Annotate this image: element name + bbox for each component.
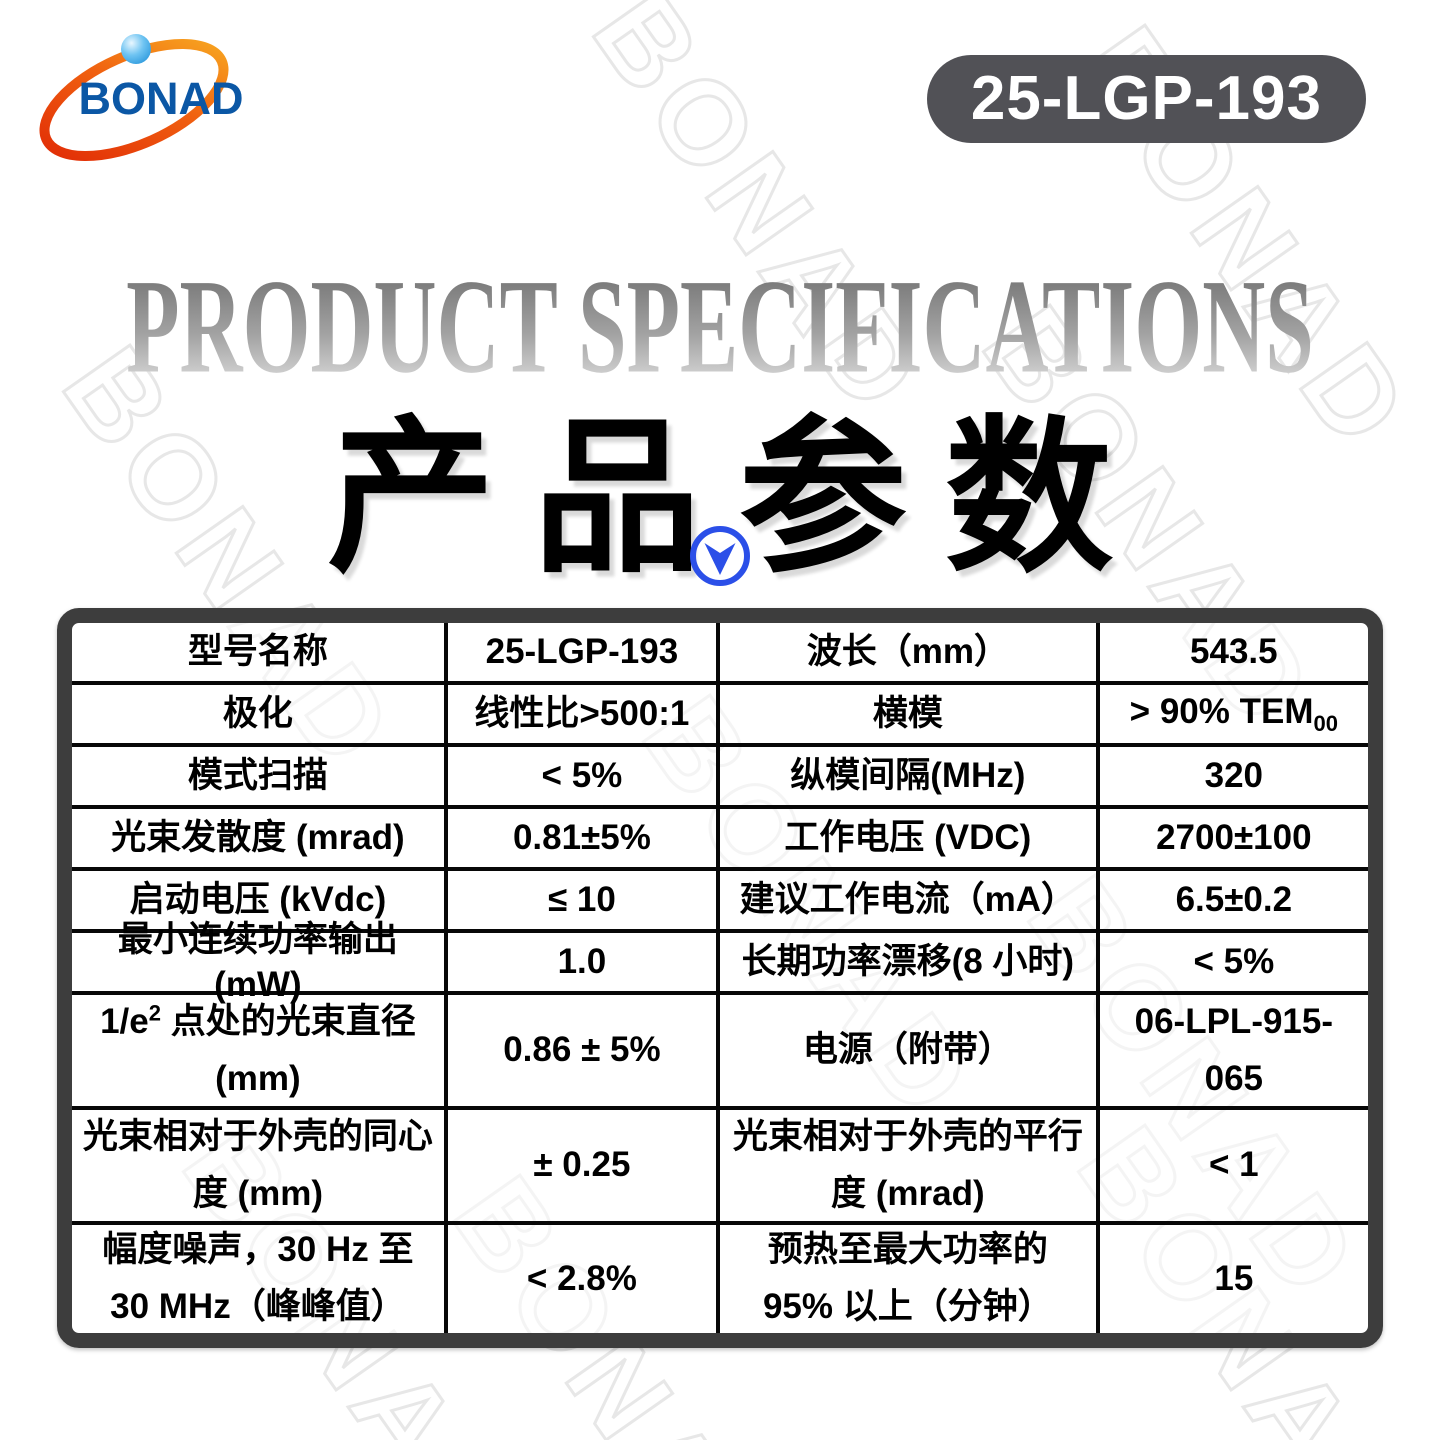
spec-label: 最小连续功率输出(mW) — [72, 920, 448, 1004]
spec-value: 0.86 ± 5% — [447, 995, 720, 1110]
spec-label: 波长（mm） — [719, 623, 1100, 685]
spec-label: 模式扫描 — [72, 747, 448, 809]
spec-label: 启动电压 (kVdc) — [72, 871, 448, 933]
spec-value: 06-LPL-915-065 — [1099, 995, 1368, 1110]
spec-value: < 5% — [1099, 933, 1368, 995]
e-squared-superscript: 2 — [148, 1000, 161, 1026]
table-row: 光束发散度 (mrad) 0.81±5% 工作电压 (VDC) 2700±100 — [72, 809, 1368, 871]
spec-value: 543.5 — [1099, 623, 1368, 685]
logo-swoosh — [39, 38, 229, 162]
spec-label: 型号名称 — [72, 623, 448, 685]
tem-subscript: 00 — [1313, 711, 1338, 737]
table-row: 模式扫描 < 5% 纵模间隔(MHz) 320 — [72, 747, 1368, 809]
bonad-logo: BONAD — [39, 34, 244, 162]
spec-label: 光束相对于外壳的平行度 (mrad) — [719, 1110, 1100, 1225]
down-arrow-icon — [690, 526, 750, 586]
spec-value: < 1 — [1099, 1110, 1368, 1225]
spec-label: 电源（附带） — [719, 995, 1100, 1110]
spec-value: 320 — [1099, 747, 1368, 809]
spec-table: 型号名称 25-LGP-193 波长（mm） 543.5 极化 线性比>500:… — [57, 608, 1383, 1348]
spec-label: 工作电压 (VDC) — [719, 809, 1100, 871]
spec-value: < 2.8% — [448, 1225, 720, 1333]
spec-value: 15 — [1214, 1258, 1254, 1298]
spec-label: 幅度噪声，30 Hz 至 30 MHz（峰峰值） — [72, 1225, 448, 1333]
table-row: 极化 线性比>500:1 横模 > 90% TEM00 — [72, 685, 1368, 747]
spec-label: 纵模间隔(MHz) — [719, 747, 1100, 809]
spec-label: 光束发散度 (mrad) — [72, 809, 448, 871]
spec-value: 线性比>500:1 — [447, 685, 720, 747]
table-row: 1/e2 点处的光束直径(mm) 0.86 ± 5% 电源（附带） 06-LPL… — [72, 995, 1368, 1110]
spec-value: 25-LGP-193 — [447, 623, 720, 685]
table-row: 幅度噪声，30 Hz 至 30 MHz（峰峰值） < 2.8% 预热至最大功率的… — [72, 1225, 1368, 1333]
spec-label: 1/e2 点处的光束直径(mm) — [72, 995, 448, 1110]
spec-value: ≤ 10 — [447, 871, 720, 933]
spec-value: < 5% — [447, 747, 720, 809]
table-row: 启动电压 (kVdc) ≤ 10 建议工作电流（mA） 6.5±0.2 — [72, 871, 1368, 933]
model-badge: 25-LGP-193 — [926, 55, 1366, 144]
title-en: PRODUCT SPECIFICATIONS — [22, 250, 1419, 405]
table-row: 光束相对于外壳的同心度 (mm) ± 0.25 光束相对于外壳的平行度 (mra… — [72, 1110, 1368, 1225]
table-row: 型号名称 25-LGP-193 波长（mm） 543.5 — [72, 623, 1368, 685]
table-row: 最小连续功率输出(mW) 1.0 长期功率漂移(8 小时) < 5% — [72, 920, 1368, 1004]
spec-label: 预热至最大功率的 95% 以上（分钟） — [720, 1225, 1100, 1333]
spec-value: ± 0.25 — [447, 1110, 720, 1225]
spec-label: 长期功率漂移(8 小时) — [719, 933, 1100, 995]
spec-label: 光束相对于外壳的同心度 (mm) — [72, 1110, 448, 1225]
spec-value: 0.81±5% — [447, 809, 720, 871]
spec-label: 横模 — [719, 685, 1100, 747]
logo-text: BONAD — [79, 73, 244, 124]
spec-label: 极化 — [72, 685, 448, 747]
spec-value: 1.0 — [447, 933, 720, 995]
logo-sphere-icon — [121, 34, 151, 64]
spec-value: 2700±100 — [1099, 809, 1368, 871]
spec-value: > 90% TEM00 — [1099, 685, 1368, 747]
spec-label: 建议工作电流（mA） — [719, 871, 1100, 933]
spec-value: 6.5±0.2 — [1099, 871, 1368, 933]
